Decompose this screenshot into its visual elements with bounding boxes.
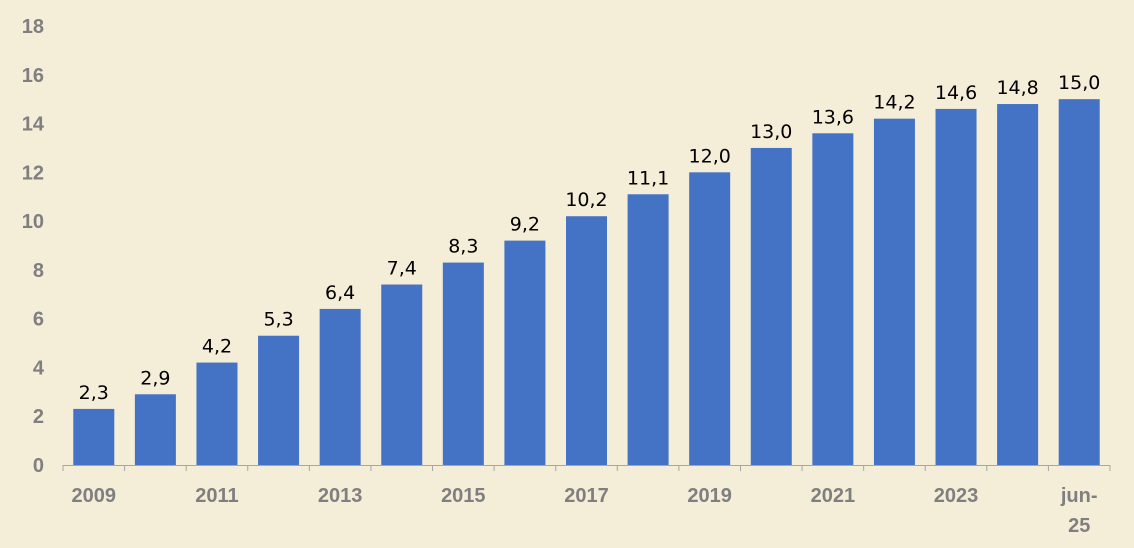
bar <box>935 108 977 466</box>
bar <box>566 216 607 465</box>
data-label: 13,0 <box>750 121 792 143</box>
y-tick-label: 0 <box>33 455 44 477</box>
data-label: 2,3 <box>79 382 109 404</box>
y-tick-label: 8 <box>33 260 44 282</box>
data-label: 7,4 <box>387 258 417 280</box>
data-label: 9,2 <box>510 214 540 236</box>
data-label: 5,3 <box>263 309 293 331</box>
x-tick-label-line: 2019 <box>687 485 732 507</box>
x-tick-label-line: 2021 <box>811 485 856 507</box>
bar <box>997 104 1039 465</box>
x-tick-label: 2021 <box>811 485 856 507</box>
y-tick-label: 18 <box>22 16 44 38</box>
x-tick-label-line: 2009 <box>72 485 117 507</box>
bar <box>258 335 300 465</box>
bar <box>873 118 915 466</box>
data-label: 8,3 <box>448 236 478 258</box>
data-label: 6,4 <box>325 282 355 304</box>
y-tick-label: 6 <box>33 309 44 331</box>
x-axis-ticks <box>62 465 1111 471</box>
bar <box>812 133 854 465</box>
bar <box>73 408 115 465</box>
y-tick-label: 14 <box>22 114 45 136</box>
x-tick-label-line: 2017 <box>564 485 609 507</box>
x-tick-label: 2017 <box>564 485 609 507</box>
bar <box>196 362 238 465</box>
x-axis-tick-labels: 2009 2011 2013 2015 2017 2019 2021 2023 jun- 25 <box>72 485 1098 537</box>
x-tick-label-line: 2023 <box>934 485 979 507</box>
bar <box>442 262 484 465</box>
bar <box>319 308 361 465</box>
data-label: 10,2 <box>565 189 607 211</box>
data-label: 13,6 <box>812 106 854 128</box>
x-tick-label-line: 2015 <box>441 485 486 507</box>
x-tick-label: 2009 <box>72 485 117 507</box>
x-tick-label-line: 2011 <box>195 485 238 507</box>
data-label: 14,6 <box>935 82 977 104</box>
data-label: 2,9 <box>140 367 170 389</box>
y-tick-label: 12 <box>22 162 44 184</box>
bar <box>381 284 423 465</box>
data-label: 11,1 <box>627 167 669 189</box>
y-tick-label: 2 <box>33 406 44 428</box>
bar <box>1058 99 1100 466</box>
y-tick-label: 10 <box>22 211 44 233</box>
x-tick-label: 2023 <box>934 485 979 507</box>
bar <box>504 240 546 465</box>
x-tick-label: 2011 <box>195 485 238 507</box>
y-tick-label: 16 <box>22 65 44 87</box>
data-label: 15,0 <box>1058 72 1100 94</box>
bar <box>750 147 792 465</box>
bar <box>627 194 669 465</box>
x-tick-label: 2015 <box>441 485 486 507</box>
bar-series <box>73 99 1100 466</box>
x-tick-label-line: jun- <box>1060 485 1098 507</box>
bar <box>689 172 731 465</box>
data-label: 14,2 <box>873 92 915 114</box>
data-labels: 2,3 2,9 4,2 5,3 6,4 7,4 8,3 9,2 10,2 11,1 12,0 13,0… <box>79 72 1101 404</box>
y-tick-label: 4 <box>33 357 45 379</box>
x-tick-label: jun- 25 <box>1060 485 1098 537</box>
bar <box>134 394 176 465</box>
x-tick-label-line: 25 <box>1068 515 1090 537</box>
y-axis-tick-labels: 0 2 4 6 8 10 12 14 16 18 <box>22 16 45 477</box>
x-tick-label-line: 2013 <box>318 485 363 507</box>
data-label: 4,2 <box>202 336 232 358</box>
data-label: 12,0 <box>689 145 731 167</box>
x-tick-label: 2019 <box>687 485 732 507</box>
x-tick-label: 2013 <box>318 485 363 507</box>
data-label: 14,8 <box>996 77 1038 99</box>
